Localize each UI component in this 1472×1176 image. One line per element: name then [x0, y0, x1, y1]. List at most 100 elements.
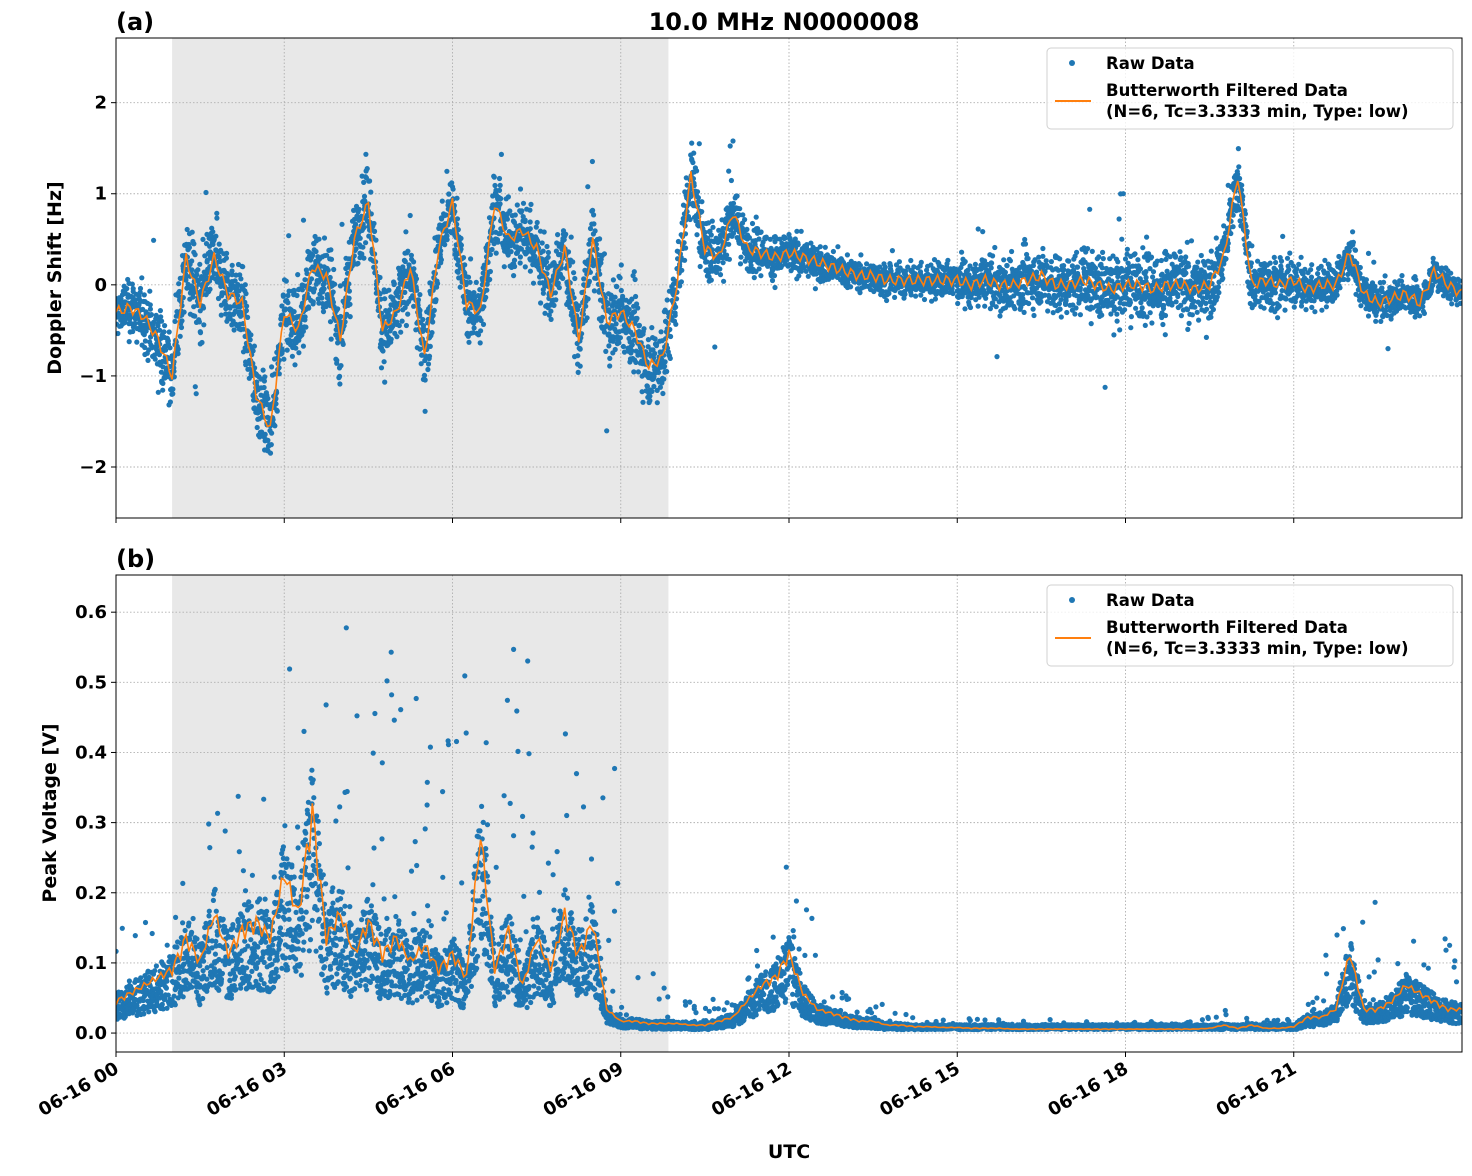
raw-data-point: [527, 208, 532, 213]
raw-data-point: [518, 186, 523, 191]
raw-data-point: [528, 269, 533, 274]
raw-data-point: [759, 229, 764, 234]
raw-data-point: [429, 330, 434, 335]
raw-data-point: [1074, 250, 1079, 255]
raw-data-point: [292, 309, 297, 314]
raw-data-point: [182, 310, 187, 315]
raw-data-point: [373, 238, 378, 243]
raw-data-point: [668, 334, 673, 339]
raw-data-point: [649, 389, 654, 394]
raw-data-point: [1026, 301, 1031, 306]
raw-data-point: [1103, 385, 1108, 390]
raw-data-point: [534, 225, 539, 230]
raw-data-point: [409, 253, 414, 258]
raw-data-point: [607, 356, 612, 361]
raw-data-point: [649, 325, 654, 330]
raw-data-point: [1075, 265, 1080, 270]
raw-data-point: [425, 367, 430, 372]
raw-data-point: [528, 226, 533, 231]
raw-data-point: [983, 296, 988, 301]
raw-data-point: [1189, 238, 1194, 243]
raw-data-point: [655, 400, 660, 405]
raw-data-point: [408, 213, 413, 218]
raw-data-point: [483, 295, 488, 300]
raw-data-point: [403, 229, 408, 234]
raw-data-point: [1038, 299, 1043, 304]
raw-data-point: [301, 218, 306, 223]
raw-data-point: [224, 256, 229, 261]
raw-data-point: [293, 346, 298, 351]
raw-data-point: [962, 306, 967, 311]
raw-data-point: [604, 428, 609, 433]
raw-data-point: [414, 276, 419, 281]
raw-data-point: [492, 175, 497, 180]
raw-data-point: [654, 343, 659, 348]
raw-data-point: [1192, 305, 1197, 310]
raw-data-point: [285, 293, 290, 298]
raw-data-point: [201, 305, 206, 310]
raw-data-point: [380, 348, 385, 353]
raw-data-point: [1059, 314, 1064, 319]
raw-data-point: [179, 318, 184, 323]
raw-data-point: [302, 277, 307, 282]
raw-data-point: [498, 196, 503, 201]
raw-data-point: [611, 277, 616, 282]
raw-data-point: [230, 263, 235, 268]
raw-data-point: [963, 259, 968, 264]
raw-data-point: [433, 297, 438, 302]
raw-data-point: [613, 295, 618, 300]
raw-data-point: [458, 236, 463, 241]
raw-data-point: [541, 291, 546, 296]
raw-data-point: [1004, 263, 1009, 268]
raw-data-point: [311, 299, 316, 304]
raw-data-point: [553, 297, 558, 302]
raw-data-point: [664, 369, 669, 374]
raw-data-point: [1216, 284, 1221, 289]
raw-data-point: [417, 292, 422, 297]
raw-data-point: [484, 288, 489, 293]
raw-data-point: [1122, 307, 1127, 312]
raw-data-point: [621, 344, 626, 349]
raw-data-point: [661, 377, 666, 382]
raw-data-point: [162, 323, 167, 328]
raw-data-point: [697, 141, 702, 146]
raw-data-point: [731, 201, 736, 206]
raw-data-point: [1204, 335, 1209, 340]
raw-data-point: [189, 258, 194, 263]
panel-label-a: (a): [116, 8, 154, 36]
raw-data-point: [420, 317, 425, 322]
raw-data-point: [432, 308, 437, 313]
raw-data-point: [382, 359, 387, 364]
raw-data-point: [1185, 327, 1190, 332]
raw-data-point: [886, 291, 891, 296]
raw-data-point: [688, 217, 693, 222]
raw-data-point: [328, 247, 333, 252]
raw-data-point: [505, 217, 510, 222]
raw-data-point: [382, 296, 387, 301]
raw-data-point: [511, 273, 516, 278]
raw-data-point: [1115, 319, 1120, 324]
raw-data-point: [195, 267, 200, 272]
raw-data-point: [198, 330, 203, 335]
raw-data-point: [770, 278, 775, 283]
raw-data-point: [397, 323, 402, 328]
raw-data-point: [295, 272, 300, 277]
raw-data-point: [799, 229, 804, 234]
raw-data-point: [458, 285, 463, 290]
raw-data-point: [673, 310, 678, 315]
raw-data-point: [633, 360, 638, 365]
raw-data-point: [908, 258, 913, 263]
raw-data-point: [303, 325, 308, 330]
raw-data-point: [710, 219, 715, 224]
raw-data-point: [147, 289, 152, 294]
raw-data-point: [168, 399, 173, 404]
raw-data-point: [1209, 249, 1214, 254]
raw-data-point: [1070, 263, 1075, 268]
raw-data-point: [1072, 311, 1077, 316]
raw-data-point: [1160, 322, 1165, 327]
raw-data-point: [627, 307, 632, 312]
raw-data-point: [641, 326, 646, 331]
raw-data-point: [149, 312, 154, 317]
raw-data-point: [1001, 257, 1006, 262]
